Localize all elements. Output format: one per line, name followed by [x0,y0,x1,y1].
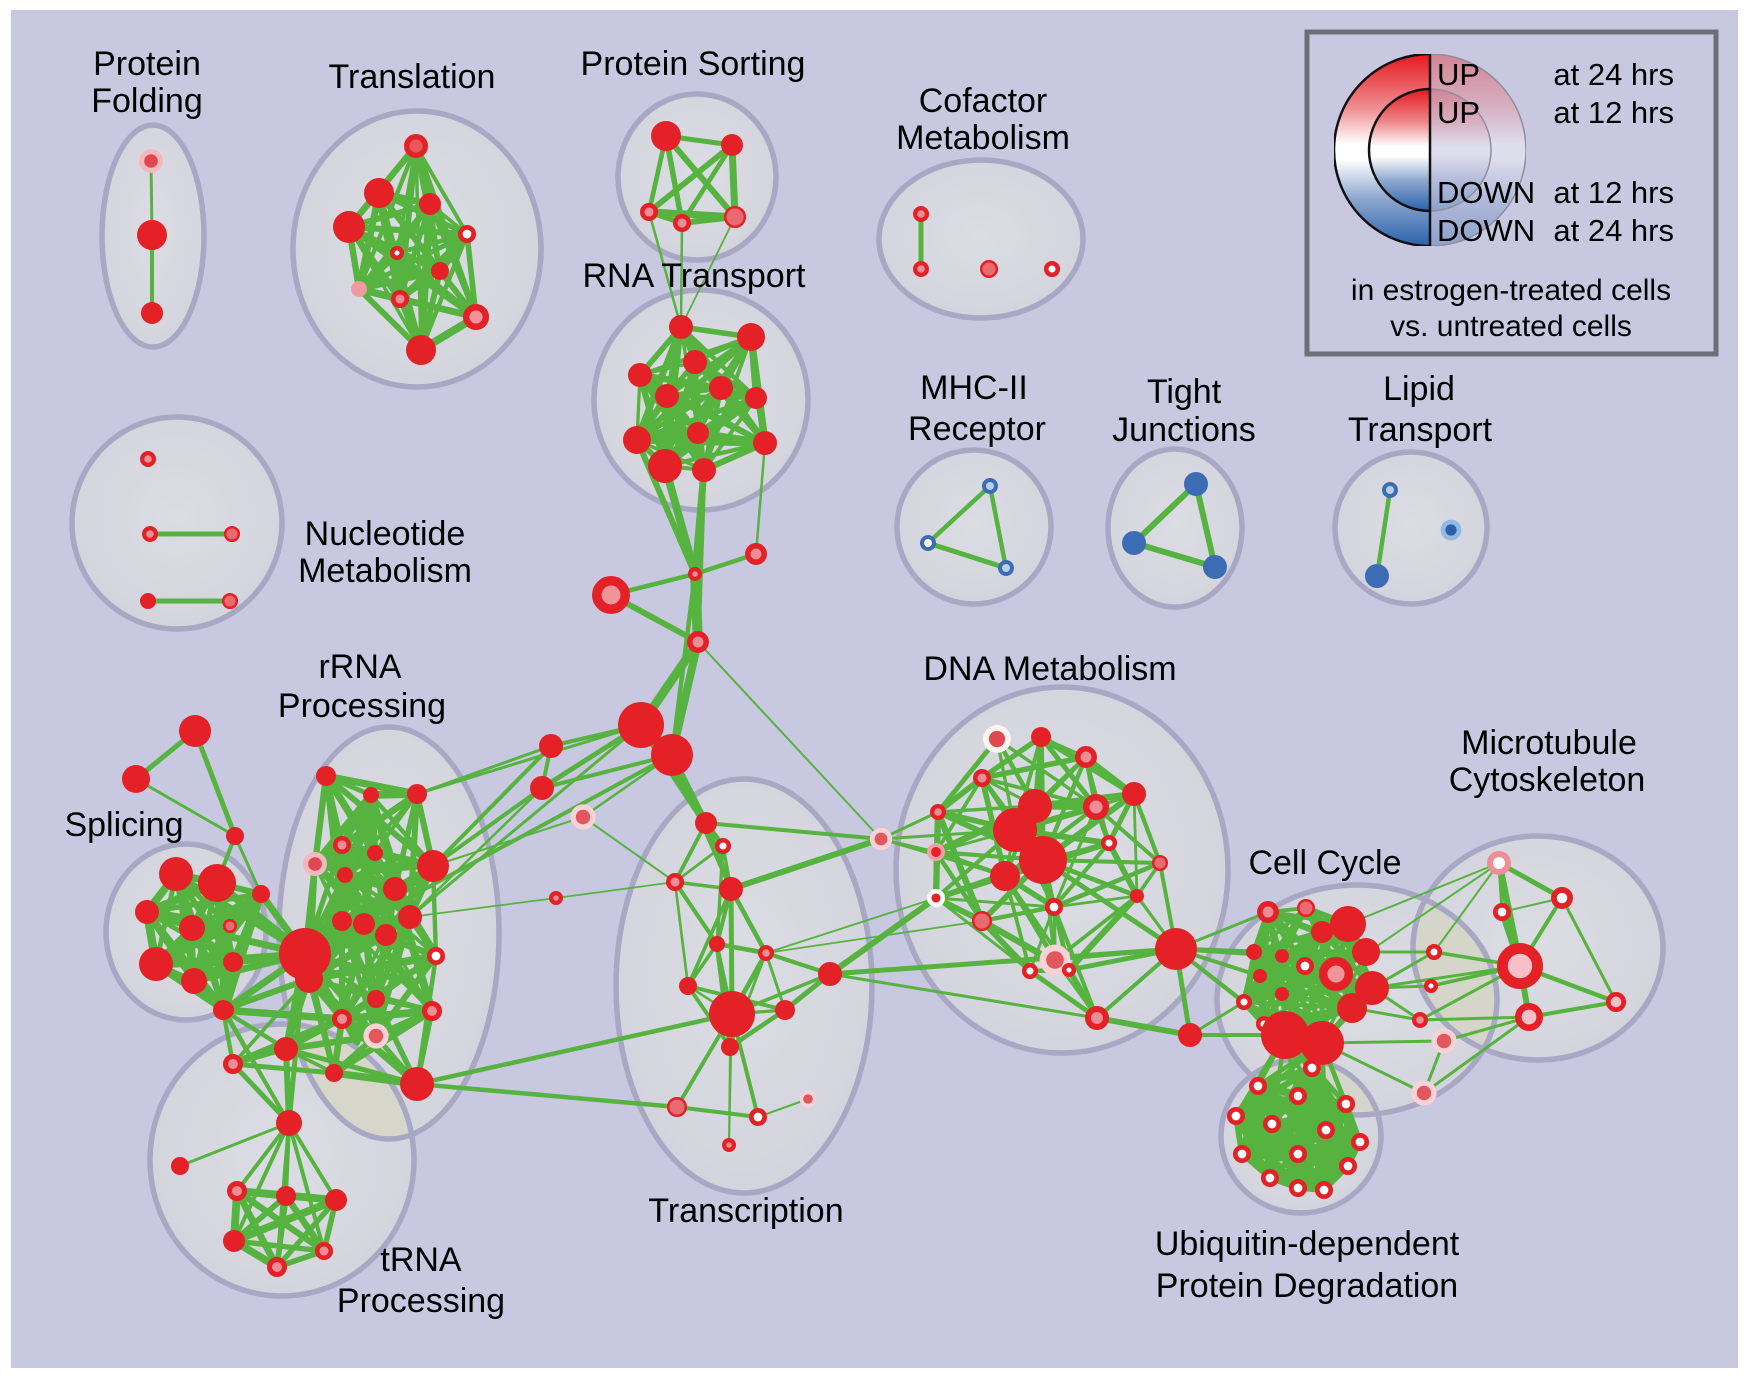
svg-text:Protein Sorting: Protein Sorting [581,45,806,83]
svg-text:vs. untreated cells: vs. untreated cells [1390,310,1632,343]
svg-text:tRNA: tRNA [380,1241,462,1279]
svg-text:Junctions: Junctions [1112,411,1256,449]
svg-text:Translation: Translation [329,58,496,96]
svg-text:Folding: Folding [91,82,203,120]
svg-text:Cell Cycle: Cell Cycle [1248,844,1401,882]
svg-text:in estrogen-treated cells: in estrogen-treated cells [1351,274,1671,307]
svg-text:Transport: Transport [1348,411,1493,449]
svg-text:Microtubule: Microtubule [1461,724,1637,762]
svg-text:Processing: Processing [278,687,446,725]
svg-text:RNA Transport: RNA Transport [583,257,807,295]
svg-text:Nucleotide: Nucleotide [305,515,466,553]
svg-text:Tight: Tight [1147,373,1222,411]
svg-text:Receptor: Receptor [908,410,1046,448]
svg-text:at 24 hrs: at 24 hrs [1553,57,1674,92]
svg-text:UP: UP [1437,57,1480,92]
svg-text:at 24 hrs: at 24 hrs [1553,213,1674,248]
svg-text:Protein Degradation: Protein Degradation [1156,1267,1458,1305]
svg-text:Transcription: Transcription [648,1192,843,1230]
svg-text:Lipid: Lipid [1383,370,1455,408]
svg-text:DNA Metabolism: DNA Metabolism [923,650,1176,688]
svg-text:rRNA: rRNA [318,648,401,686]
svg-text:Splicing: Splicing [64,806,183,844]
svg-text:MHC-II: MHC-II [920,369,1028,407]
svg-text:Cofactor: Cofactor [919,82,1048,120]
svg-text:at 12 hrs: at 12 hrs [1553,175,1674,210]
svg-text:at 12 hrs: at 12 hrs [1553,95,1674,130]
svg-text:Metabolism: Metabolism [896,119,1070,157]
svg-text:Cytoskeleton: Cytoskeleton [1449,761,1646,799]
svg-text:DOWN: DOWN [1437,213,1535,248]
svg-text:DOWN: DOWN [1437,175,1535,210]
svg-text:Metabolism: Metabolism [298,552,472,590]
svg-text:UP: UP [1437,95,1480,130]
svg-text:Processing: Processing [337,1282,505,1320]
svg-text:Ubiquitin-dependent: Ubiquitin-dependent [1155,1225,1460,1263]
svg-text:Protein: Protein [93,45,201,83]
